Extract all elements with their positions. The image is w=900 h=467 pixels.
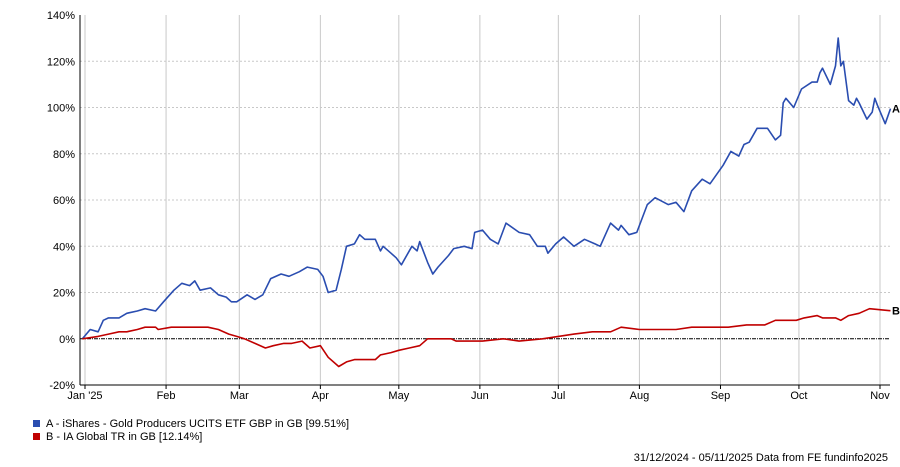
y-tick-label: 0% (59, 334, 75, 346)
legend: A - iShares - Gold Producers UCITS ETF G… (33, 417, 349, 443)
y-tick-label: 40% (53, 241, 75, 253)
x-tick-label: Jan '25 (67, 390, 102, 402)
x-tick-label: Sep (711, 390, 731, 402)
y-tick-label: 20% (53, 288, 75, 300)
legend-item-a: A - iShares - Gold Producers UCITS ETF G… (33, 417, 349, 430)
line-chart: 140% 120% 100% 80% 60% 40% 20% 0% -20% Jan '25 Fe… (47, 10, 900, 402)
y-tick-label: 60% (53, 195, 75, 207)
legend-swatch-b (33, 433, 40, 440)
y-tick-label: 140% (47, 10, 75, 22)
series-lines: AB (81, 37, 900, 368)
x-tick-label: Oct (790, 390, 807, 402)
footer-note: 31/12/2024 - 05/11/2025 Data from FE fun… (633, 452, 888, 464)
series-end-label: B (892, 306, 900, 318)
legend-label-b: B - IA Global TR in GB [12.14%] (46, 430, 203, 443)
legend-item-b: B - IA Global TR in GB [12.14%] (33, 430, 349, 443)
series-end-label: A (892, 104, 900, 116)
y-tick-label: 120% (47, 56, 75, 68)
x-tick-label: Feb (157, 390, 176, 402)
y-tick-label: 100% (47, 103, 75, 115)
y-tick-label: -20% (49, 380, 75, 392)
x-tick-label: May (388, 390, 409, 402)
x-tick-label: Jul (551, 390, 565, 402)
series-line-a (81, 37, 892, 340)
y-tick-label: 80% (53, 149, 75, 161)
x-tick-label: Apr (312, 390, 329, 402)
x-tick-label: Aug (630, 390, 650, 402)
x-axis: Jan '25 Feb Mar Apr May Jun Jul Aug Sep Oct Nov (67, 385, 890, 402)
x-tick-label: Jun (471, 390, 489, 402)
legend-swatch-a (33, 420, 40, 427)
grid (79, 15, 890, 386)
y-axis: 140% 120% 100% 80% 60% 40% 20% 0% -20% (47, 10, 75, 392)
x-tick-label: Nov (870, 390, 890, 402)
x-tick-label: Mar (230, 390, 249, 402)
legend-label-a: A - iShares - Gold Producers UCITS ETF G… (46, 417, 350, 430)
series-line-b (82, 307, 891, 368)
